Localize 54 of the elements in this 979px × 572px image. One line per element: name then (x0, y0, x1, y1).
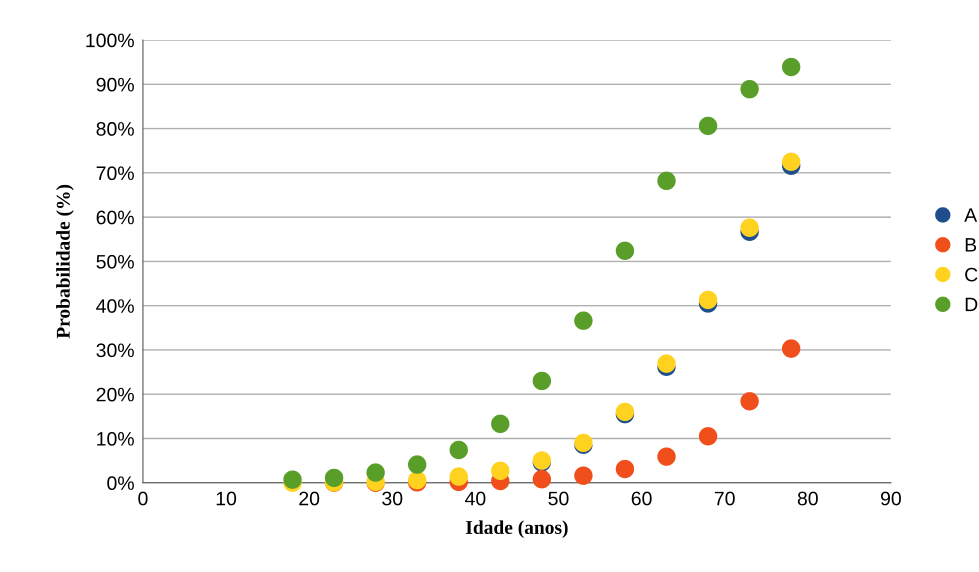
legend-label: C (965, 268, 978, 282)
point (782, 58, 800, 76)
point (657, 354, 676, 373)
point (491, 414, 510, 434)
y-tick-label: 30% (96, 343, 134, 358)
point (616, 242, 634, 260)
y-tick-label: 0% (107, 476, 134, 490)
point (740, 218, 759, 237)
point (324, 468, 344, 488)
point (574, 312, 593, 330)
legend-label: B (966, 238, 976, 252)
x-tick-label: 90 (880, 492, 901, 506)
point (698, 290, 718, 310)
point (408, 470, 426, 490)
point (657, 447, 676, 466)
point (532, 470, 552, 488)
point (450, 440, 468, 460)
y-tick-label: 10% (97, 432, 134, 446)
point (740, 392, 759, 411)
y-tick-label: 40% (96, 299, 134, 313)
y-tick-label: 70% (96, 166, 134, 180)
legend-label: D (966, 298, 978, 312)
x-tick-label: 10 (216, 492, 236, 506)
y-tick-label: 60% (96, 210, 134, 224)
x-axis-title: Idade (anos) (466, 520, 568, 538)
point (782, 152, 800, 171)
point (616, 460, 634, 478)
point (740, 80, 759, 98)
point (698, 116, 718, 136)
point (283, 470, 302, 489)
x-tick-label: 50 (548, 492, 569, 506)
point (532, 372, 552, 390)
point (491, 462, 510, 480)
x-tick-label: 0 (138, 492, 148, 506)
point (698, 427, 718, 446)
point (657, 172, 676, 190)
point (450, 467, 468, 486)
x-tick-label: 60 (632, 492, 652, 506)
y-axis-title: Probabilidade (%) (56, 184, 74, 338)
x-tick-label: 70 (714, 492, 735, 506)
point (782, 339, 800, 358)
point (408, 455, 426, 474)
point (574, 466, 593, 485)
x-tick-label: 40 (464, 492, 486, 506)
x-tick-label: 80 (798, 492, 818, 506)
y-tick-label: 80% (96, 122, 134, 136)
y-tick-label: 90% (96, 78, 134, 92)
y-tick-label: 50% (96, 254, 134, 269)
y-tick-label: 20% (96, 388, 134, 402)
y-tick-label: 100% (86, 34, 134, 48)
x-tick-label: 20 (299, 492, 320, 506)
point (366, 463, 385, 482)
x-tick-label: 30 (382, 492, 402, 506)
legend-label: A (964, 208, 978, 222)
